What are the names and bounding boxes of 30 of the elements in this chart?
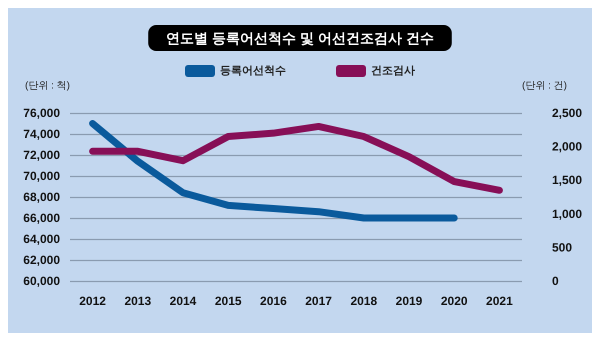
x-tick-label: 2017 xyxy=(305,294,332,308)
x-tick-label: 2012 xyxy=(79,294,106,308)
y-axis-title: (단위 : 척) xyxy=(25,80,70,92)
y2-tick-label: 0 xyxy=(552,274,559,288)
y-tick-label: 72,000 xyxy=(23,148,60,162)
x-tick-label: 2013 xyxy=(124,294,152,308)
x-tick-label: 2021 xyxy=(486,294,514,308)
y-tick-label: 66,000 xyxy=(23,211,60,225)
y-tick-label: 76,000 xyxy=(23,106,60,120)
x-tick-label: 2016 xyxy=(260,294,288,308)
y2-axis-title: (단위 : 건) xyxy=(522,80,567,92)
x-tick-label: 2019 xyxy=(396,294,423,308)
y2-tick-label: 500 xyxy=(552,240,572,254)
y2-tick-label: 1,500 xyxy=(552,173,582,188)
legend-label: 등록어선척수 xyxy=(220,65,286,77)
y-tick-label: 74,000 xyxy=(23,127,60,141)
x-tick-label: 2018 xyxy=(350,294,378,308)
y2-tick-label: 1,000 xyxy=(552,206,582,221)
y-tick-label: 70,000 xyxy=(23,169,60,183)
y-tick-label: 60,000 xyxy=(23,274,60,288)
x-tick-label: 2014 xyxy=(170,294,197,308)
y-tick-label: 62,000 xyxy=(23,253,60,267)
y-tick-label: 68,000 xyxy=(23,190,60,204)
y2-tick-label: 2,000 xyxy=(552,140,582,154)
chart-title: 연도별 등록어선척수 및 어선건조검사 건수 xyxy=(166,30,434,46)
x-tick-label: 2020 xyxy=(440,294,468,308)
x-tick-label: 2015 xyxy=(214,294,242,308)
y-tick-label: 64,000 xyxy=(23,232,60,246)
legend-label: 건조검사 xyxy=(371,65,415,77)
y2-tick-label: 2,500 xyxy=(552,106,582,120)
